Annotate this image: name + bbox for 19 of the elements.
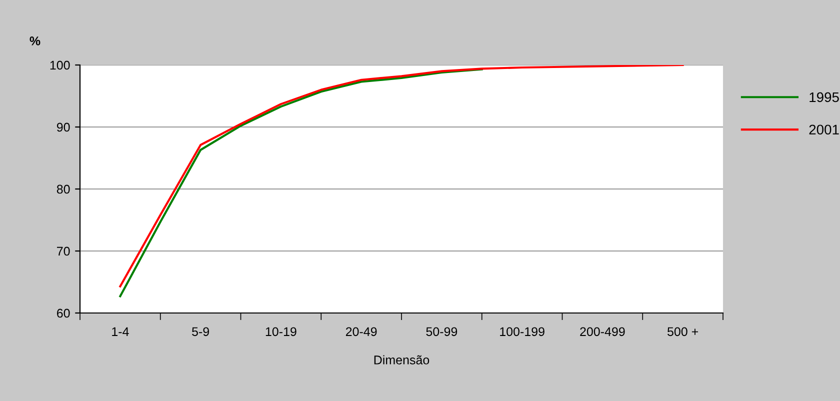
x-tick-label: 1-4 [112,327,129,336]
x-tick-label: 100-199 [500,327,544,336]
line-series [119,68,483,298]
y-tick-label: 90 [56,122,70,132]
y-tick-label: 100 [50,60,70,70]
y-tick-label: 80 [56,184,70,194]
x-tick-label: 10-19 [266,327,296,336]
x-tick-label: 20-49 [346,327,377,336]
y-tick-label: 60 [57,308,70,318]
x-tick-label: 500 + [668,327,698,336]
x-tick-label: 200-499 [580,327,625,336]
legend-label: 2001 [809,124,839,135]
line-series [119,65,684,288]
y-tick-label: 70 [57,246,70,256]
legend-label: 1995 [810,92,839,102]
x-axis-title: Dimensão [374,355,430,364]
x-tick-label: 5-9 [192,327,210,336]
x-tick-label: 50-99 [426,327,458,336]
y-axis-title: % [30,36,40,46]
